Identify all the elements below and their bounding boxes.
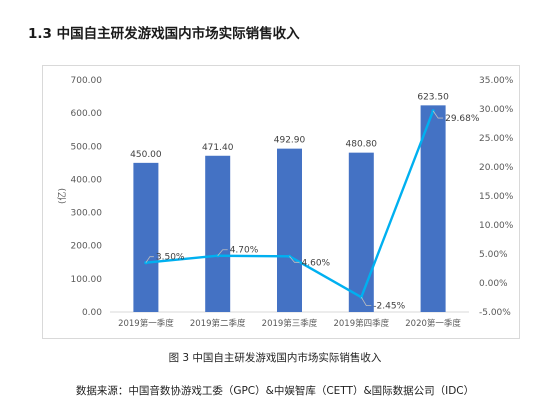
combo-chart: 0.00 100.00 200.00 300.00 400.00 500.00 600.00… [56, 76, 514, 329]
leader-line [145, 256, 154, 263]
section-title: 1.3 中国自主研发游戏国内市场实际销售收入 [28, 26, 300, 42]
line-value-label: 3.50% [156, 253, 185, 263]
y-tick-label: 300.00 [71, 209, 103, 219]
leader-line [432, 110, 444, 119]
line-value-label: 29.68% [445, 114, 480, 124]
y2-tick-label: 20.00% [479, 163, 514, 173]
bar-value-label: 492.90 [274, 136, 306, 146]
line-value-label: -2.45% [373, 302, 405, 312]
x-tick-label: 2020第一季度 [405, 318, 461, 329]
data-source: 数据来源：中国音数协游戏工委（GPC）&中娱智库（CETT）&国际数据公司（ID… [75, 385, 475, 397]
y2-tick-label: 10.00% [479, 221, 514, 231]
y2-tick-label: 35.00% [479, 76, 514, 86]
leader-line [360, 297, 372, 307]
y-tick-label: 200.00 [71, 242, 103, 252]
line-value-label: 4.70% [230, 246, 259, 256]
x-tick-label: 2019第一季度 [118, 318, 174, 329]
y2-tick-label: 5.00% [479, 250, 508, 260]
line-value-label: 4.60% [302, 258, 331, 268]
leader-line [289, 256, 300, 263]
bar [133, 162, 159, 312]
y-tick-label: 400.00 [71, 175, 103, 185]
y2-tick-label: -5.00% [479, 308, 511, 318]
y-tick-label: 100.00 [71, 275, 103, 285]
chart-frame: 0.00 100.00 200.00 300.00 400.00 500.00 600.00… [42, 65, 520, 339]
y2-tick-label: 0.00% [479, 279, 508, 289]
y-tick-label: 600.00 [71, 109, 103, 119]
bar [348, 152, 374, 312]
y-tick-label: 500.00 [71, 142, 103, 152]
y2-tick-label: 25.00% [479, 134, 514, 144]
y-axis-label: (亿) [56, 188, 68, 204]
figure-caption: 图 3 中国自主研发游戏国内市场实际销售收入 [168, 352, 382, 364]
bar-value-label: 480.80 [346, 140, 378, 150]
bar-value-label: 450.00 [130, 150, 162, 160]
y2-tick-label: 15.00% [479, 192, 514, 202]
y2-tick-label: 30.00% [479, 105, 514, 115]
bar [420, 105, 446, 313]
leader-line [217, 249, 228, 256]
x-tick-label: 2019第四季度 [333, 318, 389, 329]
bar-value-label: 623.50 [417, 92, 449, 102]
x-tick-label: 2019第三季度 [262, 318, 318, 329]
bar [277, 148, 302, 312]
bar [205, 155, 231, 312]
x-tick-label: 2019第二季度 [190, 318, 246, 329]
bar-value-label: 471.40 [202, 143, 234, 153]
y-tick-label: 0.00 [82, 308, 102, 318]
y-tick-label: 700.00 [71, 76, 103, 86]
